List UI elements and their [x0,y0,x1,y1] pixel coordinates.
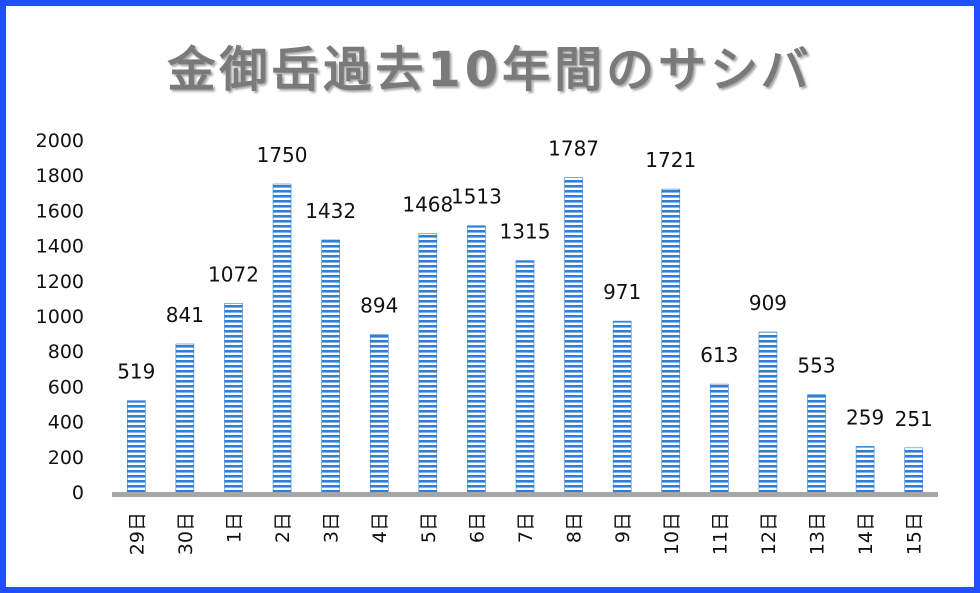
data-label: 553 [797,354,835,378]
x-tick-label: 3日 [321,512,343,543]
data-label: 971 [603,280,641,304]
data-label: 251 [895,407,933,431]
x-tick-label: 12日 [758,512,780,555]
y-tick-label: 600 [48,376,84,398]
data-label: 1513 [451,185,502,209]
x-tick-label: 30日 [175,512,197,555]
y-axis: 0 200 400 600 800 1000 1200 1400 1600 1800 2000 [36,130,84,504]
x-axis: 29日 30日 1日 2日 3日 4日 5日 6日 7日 8日 9日 10日 11日 12日 13日 14日 1… [112,492,938,555]
y-tick-label: 400 [48,412,84,434]
bar [661,188,681,493]
x-tick-label: 4日 [369,512,391,543]
x-tick-label: 29日 [126,512,148,555]
bar [321,239,340,493]
bar [758,331,778,493]
bar [467,225,486,493]
bar [369,334,389,493]
y-tick-label: 1400 [36,236,84,258]
data-label: 613 [700,343,738,367]
x-tick-label: 6日 [466,512,488,543]
data-label: 1072 [208,262,259,286]
data-label: 519 [117,360,155,384]
data-label: 1432 [305,199,356,223]
bar [904,447,924,493]
x-tick-label: 5日 [418,512,440,543]
bar [272,183,292,493]
data-label: 1750 [257,143,308,167]
bar [807,394,826,493]
x-tick-label: 2日 [272,512,294,543]
y-tick-label: 1800 [36,165,84,187]
x-tick-label: 7日 [515,512,537,543]
y-tick-label: 1200 [36,271,84,293]
bar [224,303,243,493]
y-tick-label: 1600 [36,200,84,222]
data-label: 1315 [500,220,551,244]
bar [612,320,632,493]
x-tick-label: 13日 [807,512,829,555]
x-tick-label: 15日 [904,512,926,555]
y-tick-label: 2000 [36,130,84,152]
data-label: 259 [846,405,884,429]
x-tick-label: 11日 [709,512,731,555]
data-label: 1721 [645,148,696,172]
x-tick-label: 10日 [661,512,683,555]
x-tick-label: 1日 [223,512,245,543]
bar [855,446,875,493]
y-tick-label: 200 [48,447,84,469]
bar [515,260,535,493]
bar [175,343,195,493]
bars [126,177,924,493]
bar [564,177,583,493]
y-tick-label: 1000 [36,306,84,328]
data-label: 1468 [402,193,453,217]
data-label: 1787 [548,136,599,160]
bar [418,233,438,493]
bar [126,400,146,493]
y-tick-label: 0 [72,482,84,504]
data-label: 841 [166,303,204,327]
bar [710,383,729,493]
chart-title: 金御岳過去10年間のサシバ [167,42,813,98]
x-tick-label: 14日 [855,512,877,555]
data-label: 894 [360,294,398,318]
x-tick-label: 9日 [612,512,634,543]
x-axis-line [112,492,938,497]
data-label: 909 [749,291,787,315]
x-tick-label: 8日 [564,512,586,543]
y-tick-label: 800 [48,341,84,363]
